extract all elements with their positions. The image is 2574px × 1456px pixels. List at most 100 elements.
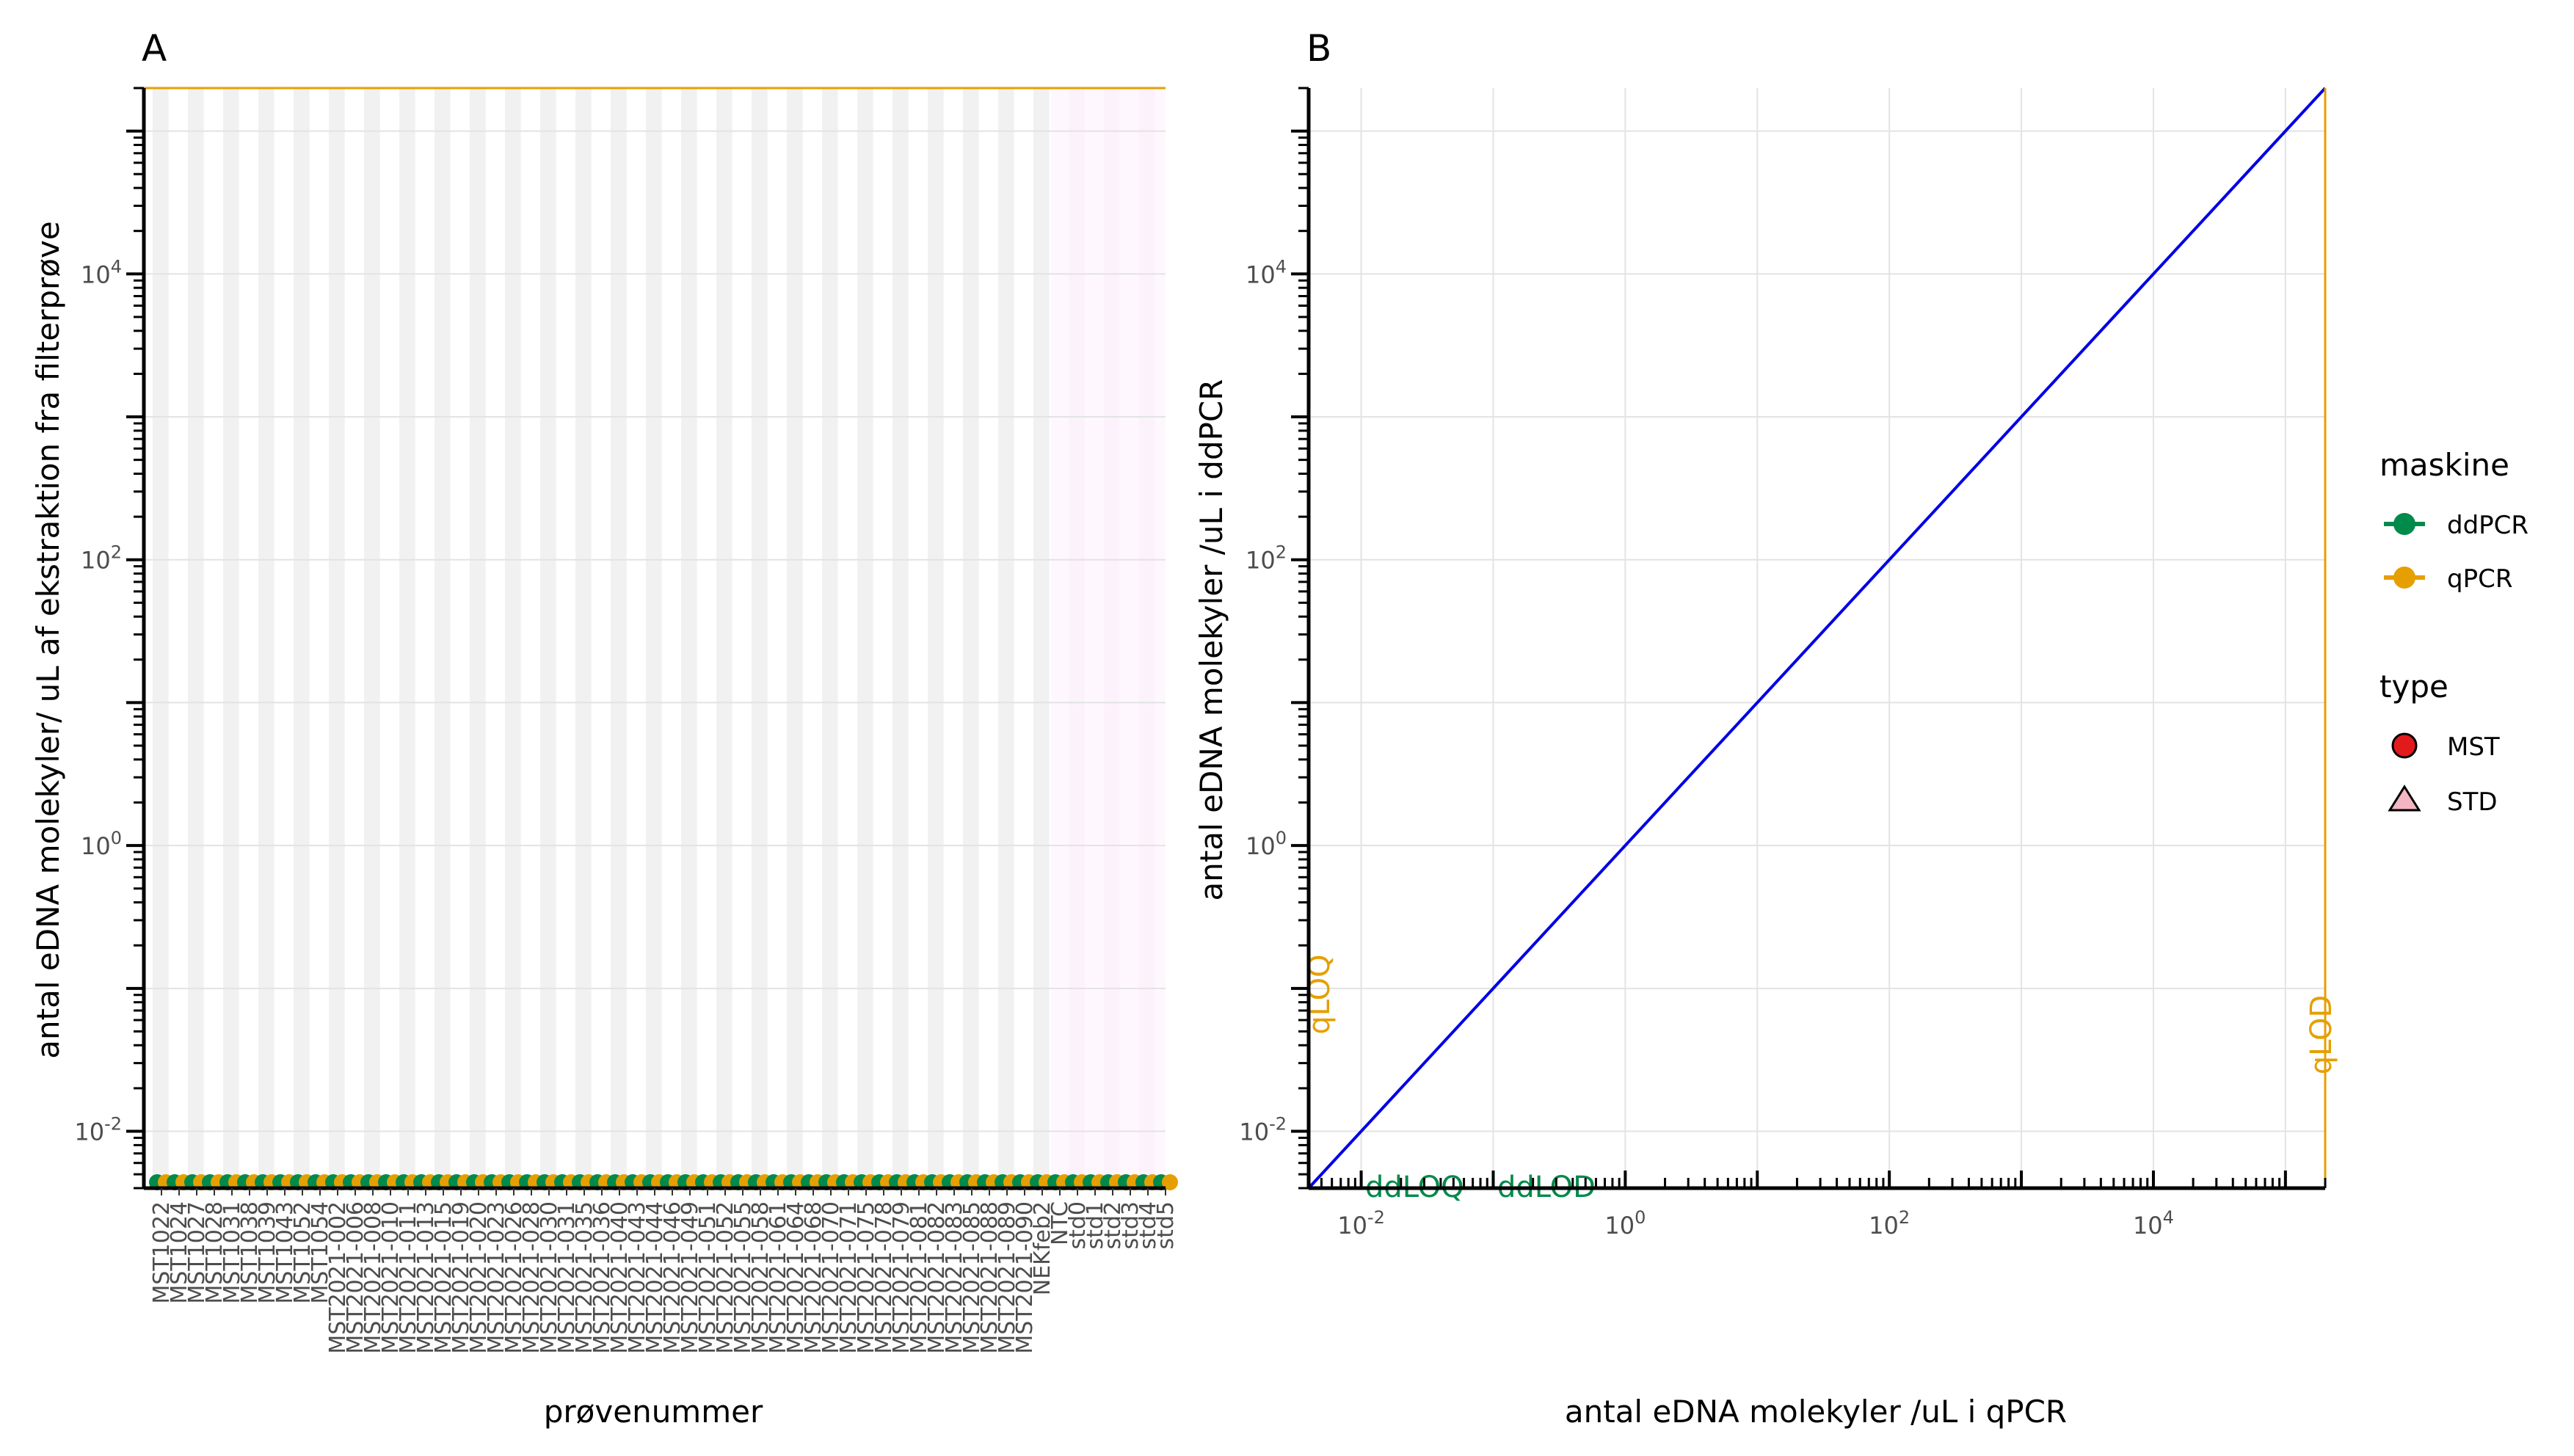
x-tick-label: 102 xyxy=(1869,1207,1910,1240)
x-tick-label: std0 xyxy=(1065,1201,1091,1250)
x-tick-label: MST1043 xyxy=(272,1201,298,1304)
legend-qpcr-label: qPCR xyxy=(2447,564,2512,594)
y-tick-label: 104 xyxy=(81,256,122,288)
y-tick-label: 100 xyxy=(81,828,122,860)
x-tick-label: MST2021-085 xyxy=(959,1201,985,1354)
x-tick-label: MST1052 xyxy=(290,1201,316,1304)
x-tick-label: MST2021-058 xyxy=(748,1201,774,1354)
legend-maskine-title: maskine xyxy=(2380,447,2509,483)
legend-ddpcr-dot xyxy=(2393,513,2415,535)
x-tick-label: MST2021-090 xyxy=(1012,1201,1038,1354)
column-stripe xyxy=(188,88,204,1188)
x-tick-label: MST2021-040 xyxy=(607,1201,633,1354)
x-tick-label: MST2021-068 xyxy=(801,1201,826,1354)
x-tick-label: std5 xyxy=(1153,1201,1179,1250)
x-tick-label: MST2021-078 xyxy=(871,1201,897,1354)
column-stripe xyxy=(575,88,592,1188)
legend: maskine ddPCR qPCR type MST STD xyxy=(2380,447,2528,817)
x-tick-label: MST2021-051 xyxy=(695,1201,721,1354)
plot-a-y-axis-title: antal eDNA molekyler/ uL af ekstraktion … xyxy=(30,221,66,1058)
x-tick-label: MST2021-083 xyxy=(942,1201,967,1354)
x-tick-label: MST2021-031 xyxy=(554,1201,580,1354)
legend-mst-circle xyxy=(2391,732,2418,759)
x-tick-label: MST2021-071 xyxy=(836,1201,862,1354)
x-tick-label: MST2021-088 xyxy=(977,1201,1003,1354)
column-stripe xyxy=(611,88,627,1188)
x-tick-label: MST1022 xyxy=(149,1201,175,1304)
x-tick-label: MST2021-002 xyxy=(325,1201,351,1354)
x-tick-label: MST1054 xyxy=(308,1201,333,1304)
x-tick-label: MST2021-020 xyxy=(466,1201,492,1354)
column-stripe xyxy=(681,88,697,1188)
plot-a-column-stripes xyxy=(153,88,1166,1188)
x-tick-label: MST2021-044 xyxy=(642,1201,668,1354)
plot-b-axes xyxy=(1306,88,2325,1190)
x-tick-label: MST2021-082 xyxy=(924,1201,950,1354)
plot-b-x-ticks: 10-2 100 102 104 xyxy=(1307,1171,2327,1240)
x-tick-label: MST2021-061 xyxy=(766,1201,791,1354)
legend-item-qpcr: qPCR xyxy=(2384,564,2512,594)
x-tick-label: MST2021-011 xyxy=(396,1201,421,1354)
column-stripe xyxy=(223,88,239,1188)
plot-a-x-axis-title: prøvenummer xyxy=(544,1394,763,1430)
x-tick-label: MST2021-035 xyxy=(572,1201,597,1354)
x-tick-label: std2 xyxy=(1100,1201,1126,1250)
panel-b-tag: B xyxy=(1306,27,1331,70)
column-stripe xyxy=(822,88,838,1188)
y-tick-label: 102 xyxy=(1246,542,1287,575)
column-stripe xyxy=(752,88,768,1188)
x-tick-label: MST2021-064 xyxy=(783,1201,809,1354)
column-stripe xyxy=(928,88,944,1188)
x-tick-label: MST1031 xyxy=(219,1201,245,1304)
x-tick-label: 104 xyxy=(2133,1207,2174,1240)
plot-a-grid xyxy=(144,130,1166,1132)
x-tick-label: std3 xyxy=(1118,1201,1144,1250)
column-stripe xyxy=(294,88,310,1188)
x-tick-label: MST2021-028 xyxy=(519,1201,545,1354)
x-tick-label: MST2021-008 xyxy=(360,1201,386,1354)
column-stripe xyxy=(364,88,380,1188)
x-tick-label: MST2021-089 xyxy=(995,1201,1020,1354)
legend-item-std: STD xyxy=(2388,785,2498,817)
x-tick-label: MST2021-043 xyxy=(625,1201,650,1354)
column-stripe xyxy=(857,88,873,1188)
y-tick-label: 100 xyxy=(1246,828,1287,860)
legend-std-triangle xyxy=(2388,785,2421,812)
x-tick-label: std4 xyxy=(1135,1201,1161,1250)
legend-mst-label: MST xyxy=(2447,732,2500,762)
plot-b-y-axis-title: antal eDNA molekyler /uL i ddPCR xyxy=(1193,379,1229,901)
identity-line xyxy=(1307,87,2327,1190)
plot-a-y-ticks: 10-2 100 102 104 xyxy=(74,87,144,1190)
column-stripe xyxy=(716,88,732,1188)
y-tick-label: 10-2 xyxy=(1239,1114,1287,1146)
x-tick-label: MST2021-070 xyxy=(818,1201,844,1354)
x-tick-label: 10-2 xyxy=(1337,1207,1385,1240)
column-stripe xyxy=(892,88,909,1188)
x-tick-label: std1 xyxy=(1083,1201,1108,1250)
x-tick-label: MST2021-010 xyxy=(378,1201,404,1354)
x-tick-label: NTC xyxy=(1047,1201,1073,1245)
column-stripe xyxy=(998,88,1014,1188)
legend-qpcr-dot xyxy=(2393,567,2415,589)
column-stripe xyxy=(787,88,803,1188)
x-tick-label: MST1028 xyxy=(202,1201,228,1304)
legend-item-ddpcr: ddPCR xyxy=(2384,511,2528,540)
x-tick-label: MST2021-030 xyxy=(537,1201,562,1354)
point-qpcr xyxy=(1162,1174,1178,1190)
std-region xyxy=(1051,88,1166,1188)
x-tick-label: MST1039 xyxy=(255,1201,280,1304)
plot-b-x-axis-title: antal eDNA molekyler /uL i qPCR xyxy=(1565,1394,2067,1430)
x-tick-label: MST2021-023 xyxy=(484,1201,509,1354)
x-tick-label: MST2021-013 xyxy=(413,1201,439,1354)
x-tick-label: MST1024 xyxy=(167,1201,192,1304)
column-stripe xyxy=(435,88,451,1188)
legend-std-label: STD xyxy=(2447,787,2498,817)
plot-a-x-ticks: MST1022MST1024MST1027MST1028MST1031MST10… xyxy=(149,1188,1179,1354)
plot-b-grid xyxy=(1309,88,2325,1188)
x-tick-label: 100 xyxy=(1604,1207,1646,1240)
column-stripe xyxy=(470,88,486,1188)
x-tick-label: MST1038 xyxy=(237,1201,263,1304)
